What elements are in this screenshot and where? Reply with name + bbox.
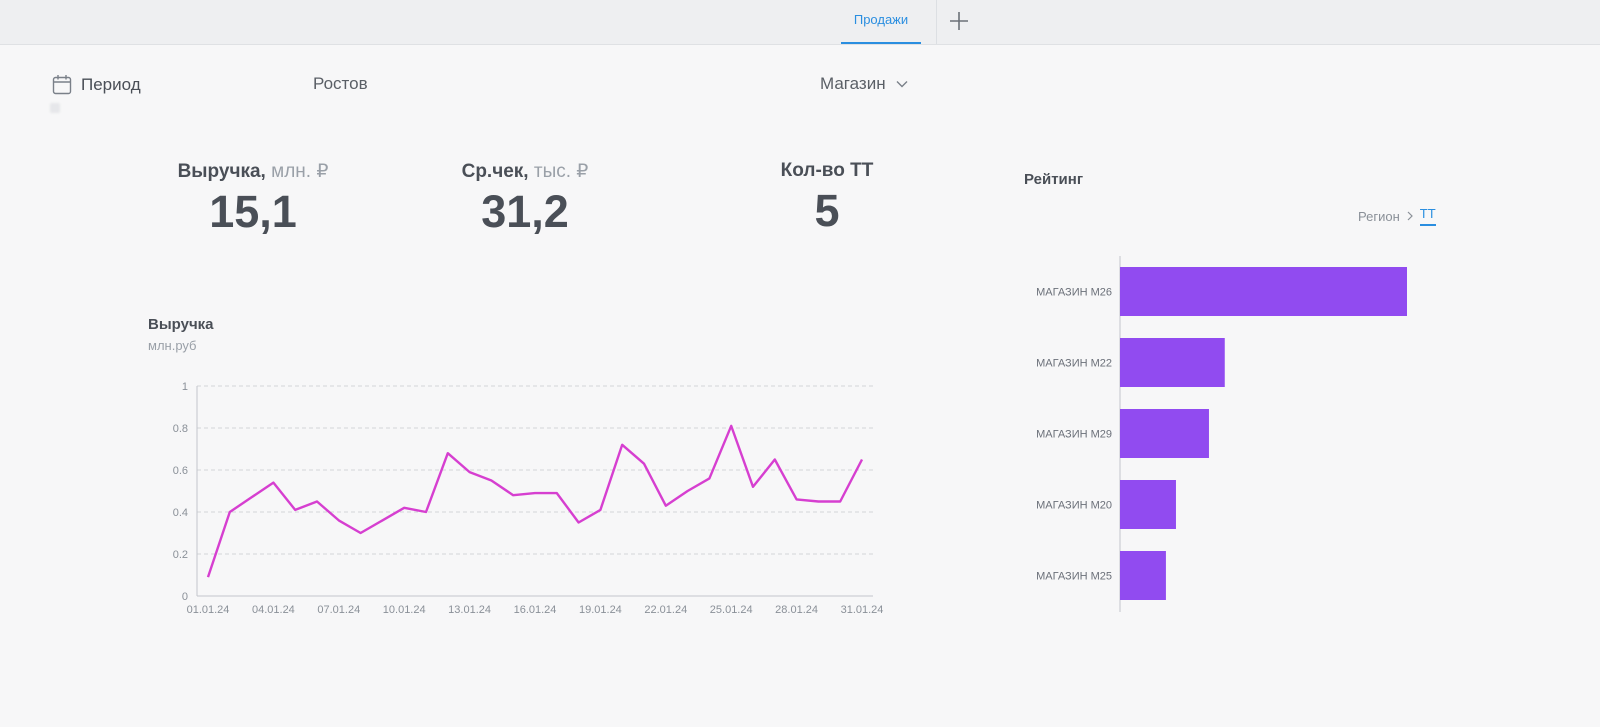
store-select[interactable]: Магазин xyxy=(820,74,908,94)
revenue-data-point[interactable] xyxy=(379,517,385,523)
revenue-data-point[interactable] xyxy=(576,520,582,526)
x-tick-label: 28.01.24 xyxy=(775,604,818,616)
revenue-data-point[interactable] xyxy=(685,488,691,494)
revenue-data-point[interactable] xyxy=(837,499,843,505)
revenue-data-point[interactable] xyxy=(554,490,560,496)
y-tick-label: 0.6 xyxy=(173,465,188,477)
revenue-data-point[interactable] xyxy=(227,509,233,515)
rating-title: Рейтинг xyxy=(1024,171,1084,188)
y-tick-label: 1 xyxy=(182,381,188,393)
revenue-data-point[interactable] xyxy=(488,478,494,484)
chevron-down-icon xyxy=(896,81,908,88)
kpi-revenue: Выручка, млн. ₽ 15,1 xyxy=(153,160,353,234)
period-label: Период xyxy=(81,74,141,94)
add-tab-icon[interactable] xyxy=(946,8,972,34)
revenue-data-point[interactable] xyxy=(663,503,669,509)
revenue-chart-title: Выручка xyxy=(148,316,214,333)
revenue-data-point[interactable] xyxy=(270,480,276,486)
kpi-store-count-value: 5 xyxy=(814,185,840,236)
revenue-data-point[interactable] xyxy=(750,484,756,490)
rating-breadcrumb: Регион ТТ xyxy=(1358,206,1436,226)
revenue-data-point[interactable] xyxy=(467,469,473,475)
tab-divider xyxy=(936,0,937,44)
revenue-data-point[interactable] xyxy=(336,517,342,523)
city-filter[interactable]: Ростов xyxy=(313,74,368,93)
rating-bar[interactable] xyxy=(1120,480,1176,529)
calendar-icon xyxy=(52,75,72,95)
kpi-avg-check-title: Ср.чек, тыс. ₽ xyxy=(461,161,589,182)
revenue-data-point[interactable] xyxy=(794,496,800,502)
revenue-data-point[interactable] xyxy=(445,450,451,456)
x-tick-label: 19.01.24 xyxy=(579,604,622,616)
revenue-data-point[interactable] xyxy=(249,494,255,500)
crumb-tt[interactable]: ТТ xyxy=(1419,206,1436,226)
x-tick-label: 25.01.24 xyxy=(710,604,753,616)
period-filter[interactable]: Период xyxy=(52,74,141,95)
revenue-data-point[interactable] xyxy=(532,490,538,496)
kpi-revenue-title: Выручка, млн. ₽ xyxy=(177,161,329,182)
revenue-data-point[interactable] xyxy=(358,530,364,536)
revenue-data-point[interactable] xyxy=(423,509,429,515)
revenue-chart-subtitle: млн.руб xyxy=(148,338,197,353)
x-tick-label: 22.01.24 xyxy=(644,604,687,616)
revenue-data-point[interactable] xyxy=(641,461,647,467)
x-tick-label: 31.01.24 xyxy=(841,604,884,616)
x-tick-label: 01.01.24 xyxy=(187,604,230,616)
kpi-store-count-title: Кол-во ТТ xyxy=(780,160,874,181)
revenue-data-point[interactable] xyxy=(815,499,821,505)
y-tick-label: 0.4 xyxy=(173,507,188,519)
revenue-data-point[interactable] xyxy=(619,442,625,448)
revenue-data-point[interactable] xyxy=(401,505,407,511)
revenue-line-chart: 0 0.2 0.4 0.6 0.8 1 01.01.24 04.01.24 07.01.24 10… xyxy=(173,381,884,616)
kpi-avg-check-value: 31,2 xyxy=(481,186,569,237)
store-select-label: Магазин xyxy=(820,74,886,93)
revenue-data-point[interactable] xyxy=(510,492,516,498)
revenue-data-point[interactable] xyxy=(597,507,603,513)
chevron-right-icon xyxy=(1407,211,1413,221)
revenue-data-point[interactable] xyxy=(728,423,734,429)
revenue-data-point[interactable] xyxy=(205,574,211,580)
revenue-data-point[interactable] xyxy=(859,457,865,463)
revenue-data-point[interactable] xyxy=(706,475,712,481)
kpi-store-count: Кол-во ТТ 5 xyxy=(727,160,927,233)
revenue-data-point[interactable] xyxy=(292,507,298,513)
rating-bar[interactable] xyxy=(1120,338,1225,387)
x-tick-label: 07.01.24 xyxy=(317,604,360,616)
rating-bar[interactable] xyxy=(1120,409,1209,458)
tab-sales[interactable]: Продажи xyxy=(841,0,921,44)
rating-bar[interactable] xyxy=(1120,267,1407,316)
y-tick-label: 0.2 xyxy=(173,549,188,561)
revenue-data-point[interactable] xyxy=(772,457,778,463)
revenue-data-point[interactable] xyxy=(314,499,320,505)
y-tick-label: 0 xyxy=(182,591,188,603)
x-tick-label: 13.01.24 xyxy=(448,604,491,616)
tab-bar: Продажи xyxy=(0,0,1600,45)
x-tick-label: 16.01.24 xyxy=(514,604,557,616)
kpi-avg-check: Ср.чек, тыс. ₽ 31,2 xyxy=(425,160,625,234)
period-value-placeholder xyxy=(50,103,60,113)
rating-bar[interactable] xyxy=(1120,551,1166,600)
x-tick-label: 04.01.24 xyxy=(252,604,295,616)
x-tick-label: 10.01.24 xyxy=(383,604,426,616)
kpi-revenue-value: 15,1 xyxy=(209,186,297,237)
y-tick-label: 0.8 xyxy=(173,423,188,435)
crumb-region[interactable]: Регион xyxy=(1358,208,1400,224)
revenue-series-line xyxy=(206,424,864,578)
